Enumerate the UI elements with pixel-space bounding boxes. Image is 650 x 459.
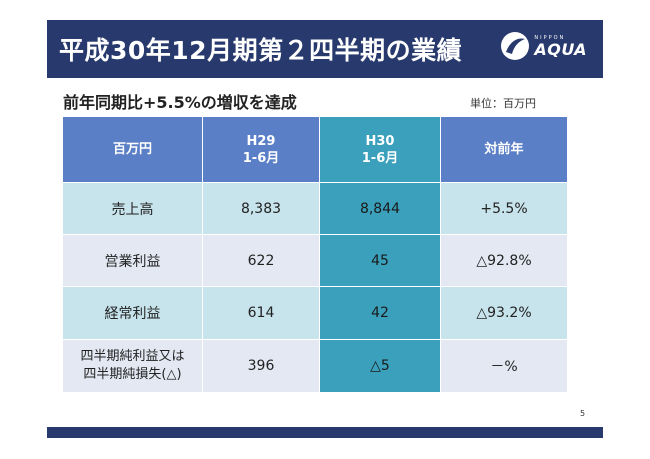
cell-ordinary-profit-yoy: △93.2% [441,287,568,340]
logo-big-text: AQUA [534,39,587,59]
page-number: 5 [580,409,586,418]
cell-net-income-h29: 396 [203,340,320,393]
column-header-h30: H30 1-6月 [320,117,441,183]
row-label-net-income: 四半期純利益又は 四半期純損失(△) [63,340,203,393]
cell-net-income-yoy: －% [441,340,568,393]
row-label-net-income-line1: 四半期純利益又は [80,349,185,364]
logo-small-text: NIPPON [534,34,566,41]
footer-bar [47,427,603,438]
slide-subtitle: 前年同期比+5.5%の増収を達成 [63,93,297,112]
column-header-line1: 百万円 [112,142,152,157]
column-header-yoy: 対前年 [441,117,568,183]
column-header-h29: H29 1-6月 [203,117,320,183]
cell-operating-profit-h29: 622 [203,235,320,287]
unit-label: 単位：百万円 [470,97,536,110]
cell-ordinary-profit-h30: 42 [320,287,441,340]
column-header-category: 百万円 [63,117,203,183]
slide-title: 平成30年12月期第２四半期の業績 [59,36,463,65]
row-label-ordinary-profit: 経常利益 [63,287,203,340]
cell-operating-profit-h30: 45 [320,235,441,287]
row-label-operating-profit: 営業利益 [63,235,203,287]
cell-sales-yoy: +5.5% [441,183,568,235]
slide-header: 平成30年12月期第２四半期の業績 NIPPON AQUA [47,20,603,78]
column-header-line1: 対前年 [484,142,524,157]
column-header-line2: 1-6月 [242,150,280,166]
nippon-aqua-logo: NIPPON AQUA [500,31,587,61]
cell-sales-h30: 8,844 [320,183,441,235]
column-header-line1: H29 [246,133,276,149]
cell-ordinary-profit-h29: 614 [203,287,320,340]
row-label-sales: 売上高 [63,183,203,235]
row-label-net-income-line2: 四半期純損失(△) [83,367,182,382]
cell-net-income-h30: △5 [320,340,441,393]
results-table: 百万円 H29 1-6月 H30 1-6月 対前年 売上高 8,383 8,84… [63,117,568,393]
cell-operating-profit-yoy: △92.8% [441,235,568,287]
cell-sales-h29: 8,383 [203,183,320,235]
column-header-line2: 1-6月 [361,150,399,166]
aqua-wave-icon [501,32,530,60]
column-header-line1: H30 [365,133,395,149]
